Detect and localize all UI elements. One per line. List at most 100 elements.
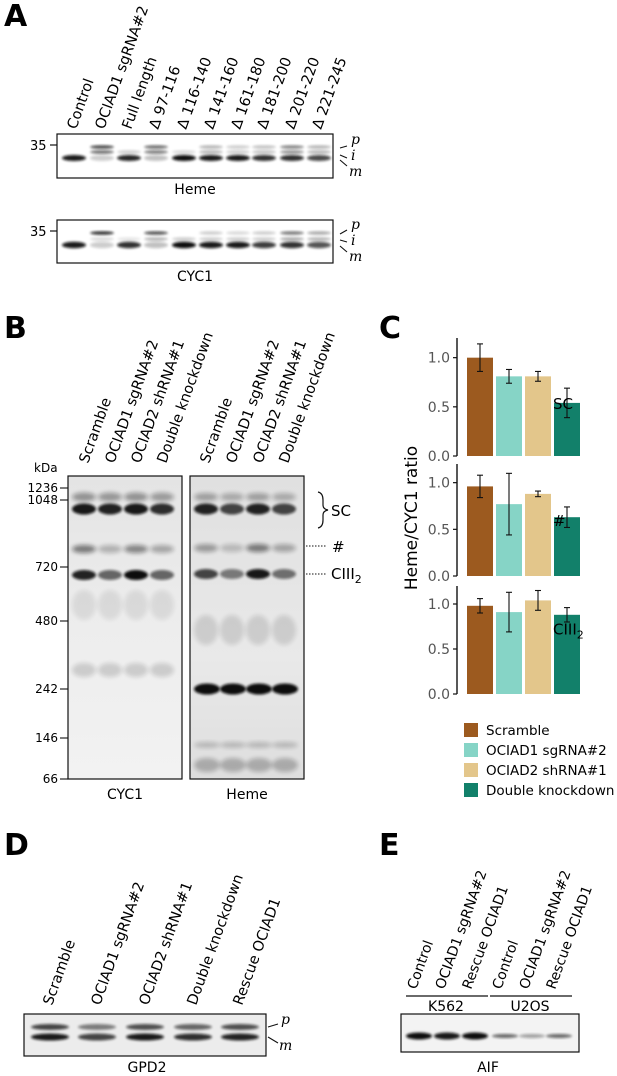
band <box>144 241 168 249</box>
label-hash: # <box>332 538 345 556</box>
band <box>272 742 298 748</box>
band <box>252 237 276 241</box>
bar-1 <box>496 376 522 456</box>
band <box>172 237 196 241</box>
ciii2-band <box>124 570 148 580</box>
panel-d-bands <box>31 1024 259 1041</box>
band <box>252 155 276 161</box>
facet-label: # <box>553 512 566 530</box>
legend-swatch-0 <box>464 723 478 737</box>
panel-d-caption: GPD2 <box>128 1060 167 1076</box>
band <box>117 155 141 161</box>
gpd2-m-band <box>221 1033 259 1041</box>
hash-band <box>150 545 174 553</box>
lane-label-d-1: OCIAD1 sgRNA#2 <box>89 880 148 1007</box>
heme-242-band <box>246 683 272 695</box>
panel-letter-b: B <box>4 311 27 346</box>
y-tick-label: 0.5 <box>428 400 450 416</box>
ciii2-band <box>72 570 96 580</box>
band <box>98 492 122 502</box>
panel-letter-d: D <box>4 828 29 863</box>
panel-a-heme-bands <box>62 145 331 161</box>
band <box>144 237 168 241</box>
panel-a-cyc1-caption: CYC1 <box>177 269 213 285</box>
kda-label: kDa <box>34 461 58 475</box>
band <box>62 155 86 161</box>
ciii2-band <box>246 569 270 579</box>
y-tick-label: 0.0 <box>428 687 450 703</box>
band <box>307 231 331 235</box>
band <box>90 241 114 249</box>
mw-marker-146: 146 <box>35 731 58 745</box>
hash-band <box>272 544 296 552</box>
band <box>220 493 244 501</box>
bar-2 <box>525 600 551 694</box>
band <box>280 237 304 241</box>
band <box>199 241 223 249</box>
sc-band <box>124 503 148 515</box>
band <box>307 241 331 249</box>
band <box>220 615 244 645</box>
band <box>272 493 296 501</box>
band <box>194 742 220 748</box>
bar-2 <box>525 493 551 576</box>
aif-band <box>492 1034 518 1038</box>
gpd2-m-band <box>126 1033 164 1041</box>
gpd2-p-band <box>221 1024 259 1030</box>
ciii2-band <box>272 569 296 579</box>
sc-band <box>72 503 96 515</box>
band <box>226 237 250 241</box>
band <box>144 231 168 235</box>
band <box>252 241 276 249</box>
band <box>280 145 304 149</box>
panel-b-cyc1-gel <box>67 475 183 780</box>
band <box>199 237 223 241</box>
panel-b-gel-bands <box>72 492 298 772</box>
panel-c-bar-charts: 0.0 0.5 1.0 SC 0.0 0.5 1.0 #0.0 0.5 1.0 CIII2 <box>428 338 584 703</box>
gpd2-p-band <box>78 1024 116 1030</box>
band <box>226 231 250 235</box>
panel-b-cyc1-caption: CYC1 <box>107 787 143 803</box>
band <box>62 241 86 249</box>
hash-band <box>220 544 244 552</box>
group-label-k562: K562 <box>428 999 464 1015</box>
y-tick-label: 1.0 <box>428 476 450 492</box>
band <box>117 150 141 154</box>
band <box>117 241 141 249</box>
band <box>90 155 114 161</box>
y-tick-label: 0.5 <box>428 522 450 538</box>
panel-b-heme-caption: Heme <box>226 787 267 803</box>
band-label-p: p <box>351 132 360 148</box>
panel-letter-e: E <box>379 828 400 863</box>
panel-e-aif-blot <box>400 1013 580 1053</box>
bar-0 <box>467 357 493 456</box>
band <box>280 150 304 154</box>
panel-c-legend: Scramble OCIAD1 sgRNA#2 OCIAD2 shRNA#1 Doub… <box>464 723 614 799</box>
panel-a-marker-35-bottom: 35 <box>30 225 47 240</box>
mw-marker-242: 242 <box>35 682 58 696</box>
legend-label-2: OCIAD2 shRNA#1 <box>486 763 607 779</box>
panel-a-cyc1-bands <box>62 231 331 249</box>
y-tick-label: 0.5 <box>428 642 450 658</box>
band <box>98 590 122 620</box>
band-label-m: m <box>349 249 362 265</box>
band <box>72 663 96 677</box>
band <box>144 145 168 149</box>
band <box>172 150 196 154</box>
lane-label-d-0: Scramble <box>41 938 79 1008</box>
mw-marker-1236: 1236 <box>27 481 58 495</box>
panel-a-heme-caption: Heme <box>174 182 215 198</box>
facet-label: SC <box>553 395 573 413</box>
y-tick-label: 0.0 <box>428 449 450 465</box>
gpd2-m-band <box>78 1033 116 1041</box>
band <box>172 155 196 161</box>
gpd2-p-band <box>31 1024 69 1030</box>
aif-band <box>546 1034 572 1038</box>
band <box>90 237 114 241</box>
band <box>90 231 114 235</box>
